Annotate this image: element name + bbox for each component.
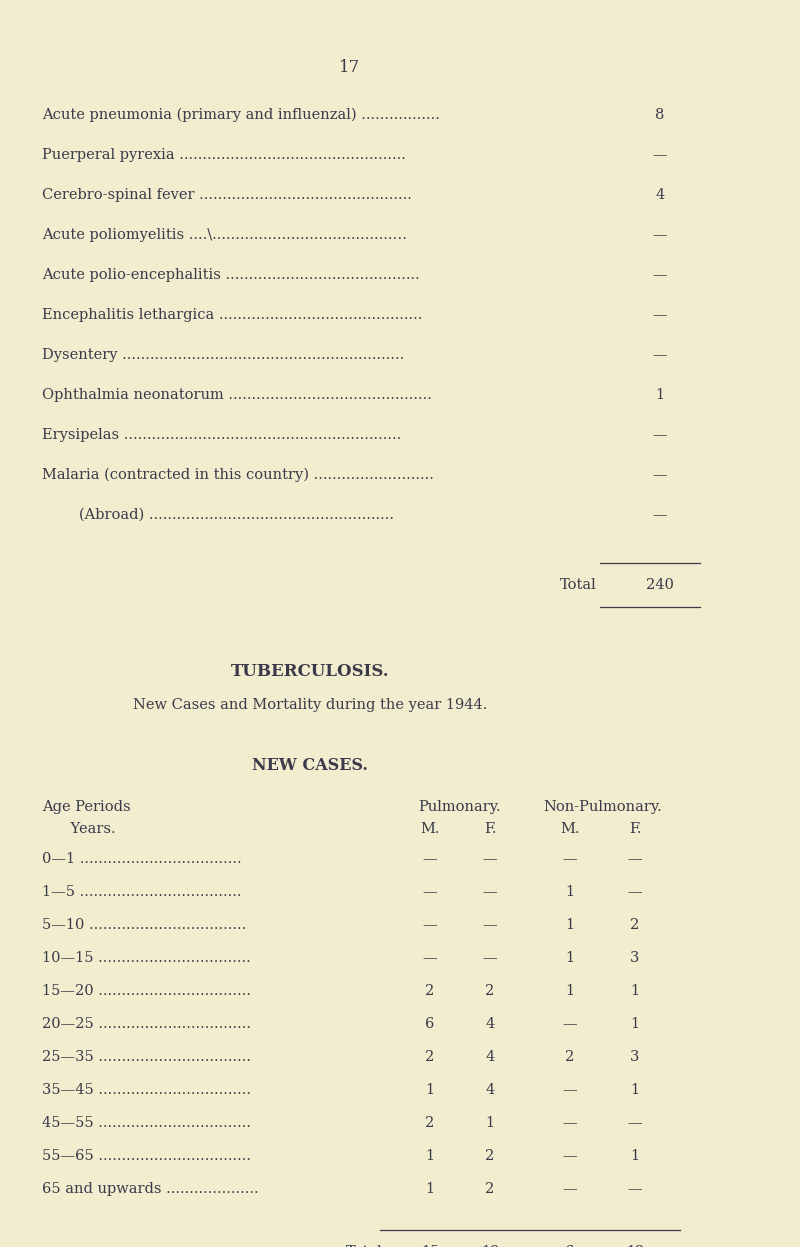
Text: F.: F.	[629, 822, 642, 835]
Text: 6: 6	[426, 1018, 434, 1031]
Text: —: —	[482, 918, 498, 932]
Text: —: —	[653, 428, 667, 441]
Text: —: —	[562, 852, 578, 865]
Text: 6: 6	[566, 1245, 574, 1247]
Text: —: —	[482, 951, 498, 965]
Text: —: —	[422, 951, 438, 965]
Text: —: —	[562, 1148, 578, 1163]
Text: 2: 2	[486, 984, 494, 998]
Text: 2: 2	[566, 1050, 574, 1064]
Text: 1: 1	[566, 984, 574, 998]
Text: 19: 19	[481, 1245, 499, 1247]
Text: —: —	[562, 1182, 578, 1196]
Text: 8: 8	[655, 108, 665, 122]
Text: 0—1 ...................................: 0—1 ...................................	[42, 852, 242, 865]
Text: 1: 1	[566, 951, 574, 965]
Text: (Abroad) .....................................................: (Abroad) ...............................…	[42, 508, 394, 522]
Text: 240: 240	[646, 579, 674, 592]
Text: —: —	[562, 1116, 578, 1130]
Text: —: —	[422, 918, 438, 932]
Text: 20—25 .................................: 20—25 .................................	[42, 1018, 251, 1031]
Text: 1: 1	[426, 1082, 434, 1097]
Text: 1—5 ...................................: 1—5 ...................................	[42, 885, 242, 899]
Text: —: —	[628, 885, 642, 899]
Text: 15—20 .................................: 15—20 .................................	[42, 984, 251, 998]
Text: 2: 2	[486, 1148, 494, 1163]
Text: 3: 3	[630, 1050, 640, 1064]
Text: —: —	[562, 1082, 578, 1097]
Text: 2: 2	[426, 1050, 434, 1064]
Text: —: —	[653, 348, 667, 362]
Text: 1: 1	[426, 1148, 434, 1163]
Text: 1: 1	[426, 1182, 434, 1196]
Text: Malaria (contracted in this country) ..........................: Malaria (contracted in this country) ...…	[42, 468, 434, 483]
Text: Years.: Years.	[52, 822, 116, 835]
Text: Erysipelas ............................................................: Erysipelas .............................…	[42, 428, 402, 441]
Text: 1: 1	[630, 1082, 639, 1097]
Text: 45—55 .................................: 45—55 .................................	[42, 1116, 251, 1130]
Text: 4: 4	[486, 1082, 494, 1097]
Text: Dysentery .............................................................: Dysentery ..............................…	[42, 348, 404, 362]
Text: 2: 2	[486, 1182, 494, 1196]
Text: Puerperal pyrexia .................................................: Puerperal pyrexia ......................…	[42, 148, 406, 162]
Text: —: —	[653, 508, 667, 522]
Text: —: —	[562, 1018, 578, 1031]
Text: —: —	[628, 852, 642, 865]
Text: 10—15 .................................: 10—15 .................................	[42, 951, 250, 965]
Text: 1: 1	[630, 984, 639, 998]
Text: 55—65 .................................: 55—65 .................................	[42, 1148, 251, 1163]
Text: 17: 17	[339, 60, 361, 76]
Text: 4: 4	[486, 1050, 494, 1064]
Text: Age Periods: Age Periods	[42, 801, 130, 814]
Text: Acute pneumonia (primary and influenzal) .................: Acute pneumonia (primary and influenzal)…	[42, 107, 440, 122]
Text: Acute poliomyelitis ....\.......................................…: Acute poliomyelitis ....\...............…	[42, 228, 407, 242]
Text: —: —	[653, 468, 667, 483]
Text: 2: 2	[630, 918, 640, 932]
Text: 2: 2	[426, 1116, 434, 1130]
Text: 1: 1	[566, 918, 574, 932]
Text: F.: F.	[484, 822, 496, 835]
Text: —: —	[653, 228, 667, 242]
Text: M.: M.	[420, 822, 440, 835]
Text: Encephalitis lethargica ............................................: Encephalitis lethargica ................…	[42, 308, 422, 322]
Text: 25—35 .................................: 25—35 .................................	[42, 1050, 251, 1064]
Text: 15: 15	[421, 1245, 439, 1247]
Text: —: —	[628, 1182, 642, 1196]
Text: Cerebro-spinal fever ..............................................: Cerebro-spinal fever ...................…	[42, 188, 412, 202]
Text: —: —	[653, 268, 667, 282]
Text: —: —	[653, 308, 667, 322]
Text: 35—45 .................................: 35—45 .................................	[42, 1082, 251, 1097]
Text: —: —	[653, 148, 667, 162]
Text: Acute polio-encephalitis ..........................................: Acute polio-encephalitis ...............…	[42, 268, 420, 282]
Text: 5—10 ..................................: 5—10 ..................................	[42, 918, 246, 932]
Text: —: —	[422, 852, 438, 865]
Text: Ophthalmia neonatorum ............................................: Ophthalmia neonatorum ..................…	[42, 388, 432, 402]
Text: 2: 2	[426, 984, 434, 998]
Text: 1: 1	[566, 885, 574, 899]
Text: Non-Pulmonary.: Non-Pulmonary.	[543, 801, 662, 814]
Text: —: —	[482, 885, 498, 899]
Text: 12: 12	[626, 1245, 644, 1247]
Text: —: —	[482, 852, 498, 865]
Text: M.: M.	[560, 822, 580, 835]
Text: New Cases and Mortality during the year 1944.: New Cases and Mortality during the year …	[133, 698, 487, 712]
Text: Totals: Totals	[346, 1245, 390, 1247]
Text: Total: Total	[560, 579, 597, 592]
Text: —: —	[422, 885, 438, 899]
Text: 1: 1	[655, 388, 665, 402]
Text: 65 and upwards ....................: 65 and upwards ....................	[42, 1182, 258, 1196]
Text: 4: 4	[486, 1018, 494, 1031]
Text: —: —	[628, 1116, 642, 1130]
Text: 1: 1	[486, 1116, 494, 1130]
Text: 3: 3	[630, 951, 640, 965]
Text: 4: 4	[655, 188, 665, 202]
Text: NEW CASES.: NEW CASES.	[252, 757, 368, 773]
Text: TUBERCULOSIS.: TUBERCULOSIS.	[230, 663, 390, 681]
Text: Pulmonary.: Pulmonary.	[418, 801, 502, 814]
Text: 1: 1	[630, 1018, 639, 1031]
Text: 1: 1	[630, 1148, 639, 1163]
